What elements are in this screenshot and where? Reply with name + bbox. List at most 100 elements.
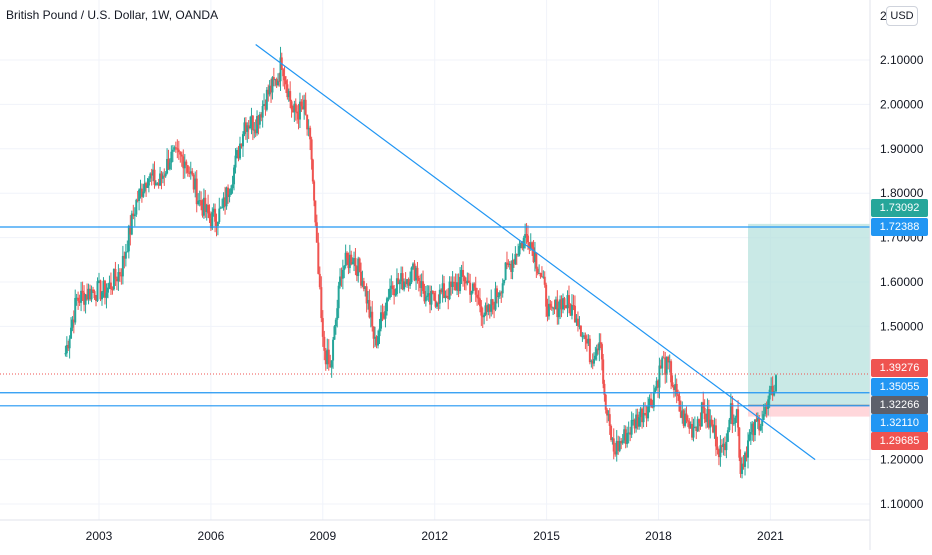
candle-body [430,290,433,305]
candle-body [767,399,770,409]
candle-body [140,188,143,197]
candle-body [95,298,98,301]
candle-body [99,280,102,300]
price-tick-label: 1.10000 [880,497,924,511]
price-axis-top-label: 2 [880,9,887,23]
candle-body [114,268,117,279]
candle-body [552,307,555,309]
candle-body [693,426,696,428]
candle-body [719,445,722,458]
candle-body [374,336,377,339]
candle-body [257,116,260,125]
candle-body [208,213,211,219]
candle-body [591,360,594,364]
candle-body [606,409,609,416]
resistance-price-label: 1.72388 [871,218,928,236]
candle-body [510,263,513,272]
candle-body [741,463,744,474]
candle-body [293,103,296,113]
candle-body [579,325,582,337]
candle-body [284,80,287,85]
candle-body [334,319,337,327]
candle-body [695,426,698,431]
candle-body [476,294,479,298]
candle-body [400,273,403,282]
candle-body [518,245,521,255]
candle-body [460,269,463,277]
candle-body [487,304,490,312]
candle-body [771,386,774,396]
candle-body [306,114,309,130]
time-tick-label: 2003 [86,529,113,543]
candle-body [681,410,684,418]
candle-body [337,285,340,309]
candle-body [436,302,439,307]
candle-body [590,360,593,363]
candle-body [630,420,633,435]
candle-body [542,276,545,278]
candle-body [655,380,658,389]
last-price-label: 1.39276 [871,359,928,377]
candle-body [713,425,716,433]
candle-body [641,408,644,423]
candle-body [585,338,588,344]
candle-body [483,314,486,318]
candle-body [560,299,563,310]
price-tick-label: 2.10000 [880,53,924,67]
candle-body [152,169,155,176]
candle-body [645,413,648,419]
candle-body [678,395,681,412]
price-tick-label: 1.80000 [880,186,924,200]
candle-body [98,280,100,282]
candle-body [684,413,687,426]
candle-body [427,293,430,296]
currency-button[interactable]: USD [886,6,918,26]
candle-body [602,359,605,384]
candle-body [321,318,324,337]
candle-body [758,417,761,431]
candle-body [773,391,776,396]
candle-body [545,284,548,307]
candle-body [327,349,330,365]
candle-body [584,335,587,339]
candle-body [228,194,231,198]
candle-body [186,165,189,173]
candle-body [658,365,661,388]
candle-body [243,122,246,135]
candle-body [277,80,280,86]
candle-body [154,183,157,185]
time-tick-label: 2012 [421,529,448,543]
candle-body [639,408,642,418]
candle-body [219,207,222,209]
candle-body [604,394,607,410]
candle-body [650,398,653,406]
candle-body [575,318,578,323]
candle-body [493,305,496,310]
candle-body [130,213,133,235]
candle-body [398,281,401,285]
candle-body [263,104,266,106]
candle-body [438,289,441,304]
candle-body [674,383,677,390]
candle-body [671,382,674,387]
candle-body [182,156,185,169]
candle-body [201,205,204,216]
entry-price-label: 1.32266 [871,396,928,414]
candle-body [745,452,748,458]
candle-body [752,423,755,436]
candle-body [737,409,740,428]
candle-body [71,319,74,328]
candle-body [642,413,645,423]
stop-loss-price-label: 1.29685 [871,432,928,450]
candle-body [739,457,742,474]
candle-body [382,313,385,319]
candle-body [614,451,617,455]
candle-body [100,292,103,300]
candle-body [420,281,423,288]
candle-body [464,281,467,284]
candle-body [748,434,751,441]
candle-body [166,158,169,174]
candle-body [68,338,71,349]
